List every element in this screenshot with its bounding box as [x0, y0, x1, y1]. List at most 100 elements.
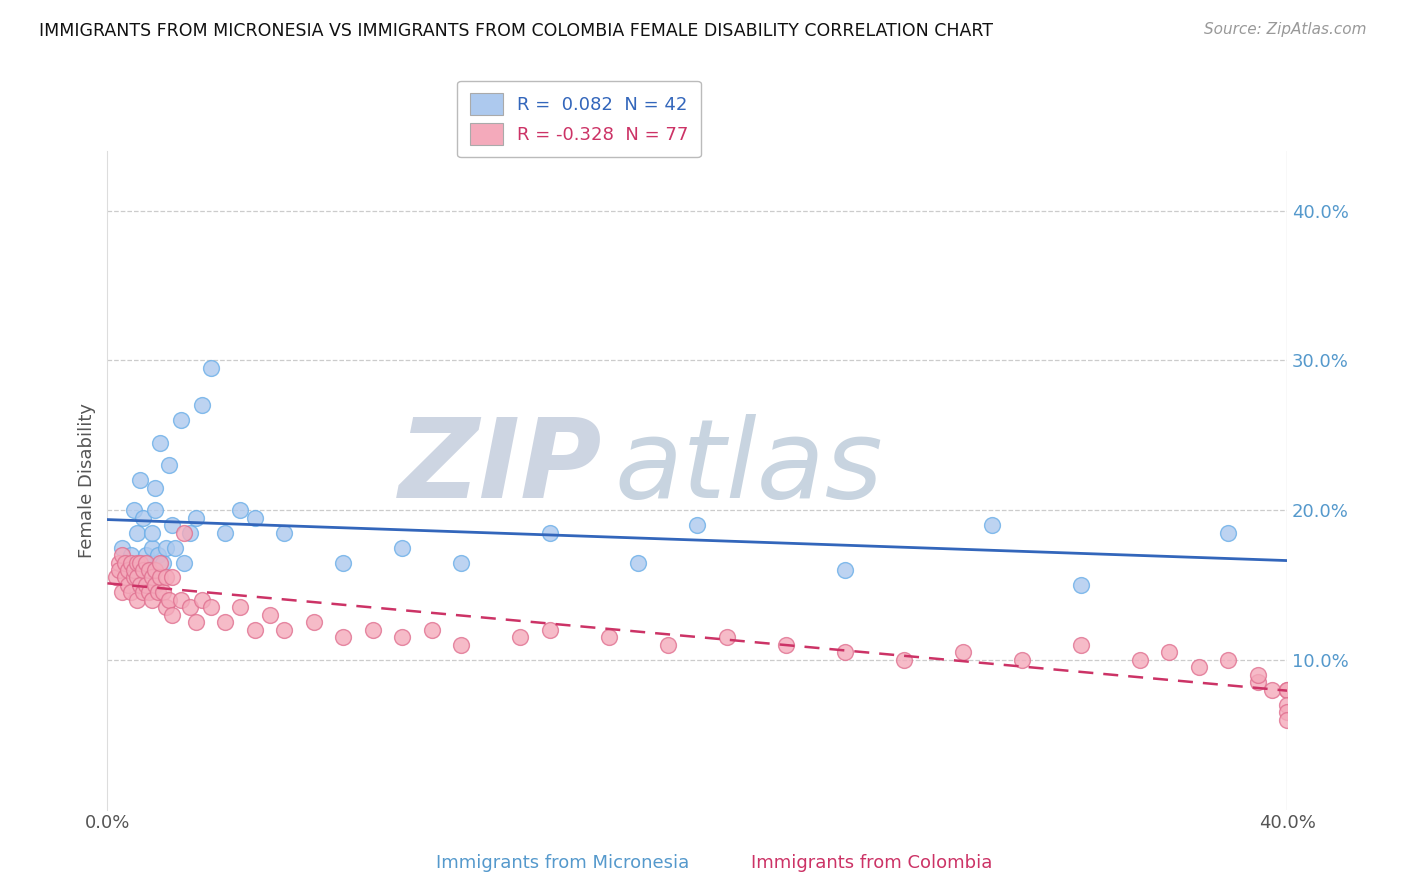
Point	[125, 570, 148, 584]
Point	[146, 548, 169, 562]
Text: Immigrants from Colombia: Immigrants from Colombia	[751, 855, 993, 872]
Point	[132, 585, 155, 599]
Point	[598, 631, 620, 645]
Point	[117, 578, 139, 592]
Point	[141, 570, 163, 584]
Point	[120, 556, 142, 570]
Point	[538, 623, 561, 637]
Point	[141, 541, 163, 555]
Point	[125, 556, 148, 570]
Point	[162, 607, 184, 622]
Point	[128, 556, 150, 570]
Point	[170, 413, 193, 427]
Point	[1275, 713, 1298, 727]
Text: atlas: atlas	[614, 414, 883, 521]
Point	[190, 398, 212, 412]
Point	[361, 623, 384, 637]
Point	[1246, 668, 1268, 682]
Point	[259, 607, 281, 622]
Point	[135, 578, 157, 592]
Point	[391, 541, 413, 555]
Point	[165, 541, 187, 555]
Point	[125, 525, 148, 540]
Point	[1070, 578, 1092, 592]
Point	[128, 473, 150, 487]
Point	[149, 435, 172, 450]
Point	[686, 518, 709, 533]
Y-axis label: Female Disability: Female Disability	[79, 402, 96, 558]
Point	[1129, 653, 1152, 667]
Point	[627, 556, 650, 570]
Point	[138, 563, 160, 577]
Point	[229, 503, 252, 517]
Point	[111, 548, 134, 562]
Point	[332, 556, 354, 570]
Point	[114, 556, 136, 570]
Point	[155, 570, 177, 584]
Point	[141, 593, 163, 607]
Point	[152, 585, 174, 599]
Point	[120, 585, 142, 599]
Point	[1275, 705, 1298, 719]
Point	[173, 556, 195, 570]
Point	[1216, 653, 1239, 667]
Point	[138, 585, 160, 599]
Point	[538, 525, 561, 540]
Point	[1275, 682, 1298, 697]
Point	[149, 570, 172, 584]
Point	[273, 623, 295, 637]
Point	[143, 578, 166, 592]
Point	[152, 556, 174, 570]
Point	[1011, 653, 1033, 667]
Point	[125, 570, 148, 584]
Point	[141, 525, 163, 540]
Point	[108, 556, 131, 570]
Point	[143, 563, 166, 577]
Point	[128, 578, 150, 592]
Text: IMMIGRANTS FROM MICRONESIA VS IMMIGRANTS FROM COLOMBIA FEMALE DISABILITY CORRELA: IMMIGRANTS FROM MICRONESIA VS IMMIGRANTS…	[39, 22, 994, 40]
Point	[132, 556, 155, 570]
Point	[132, 563, 155, 577]
Point	[149, 556, 172, 570]
Point	[302, 615, 325, 630]
Point	[1187, 660, 1209, 674]
Point	[179, 525, 201, 540]
Point	[775, 638, 797, 652]
Point	[122, 503, 145, 517]
Point	[135, 548, 157, 562]
Point	[184, 615, 207, 630]
Point	[120, 548, 142, 562]
Point	[229, 600, 252, 615]
Point	[834, 563, 856, 577]
Point	[1275, 698, 1298, 712]
Point	[657, 638, 679, 652]
Point	[105, 570, 128, 584]
Point	[332, 631, 354, 645]
Point	[162, 518, 184, 533]
Point	[132, 510, 155, 524]
Point	[893, 653, 915, 667]
Point	[125, 593, 148, 607]
Legend: R =  0.082  N = 42, R = -0.328  N = 77: R = 0.082 N = 42, R = -0.328 N = 77	[457, 81, 702, 157]
Text: Immigrants from Micronesia: Immigrants from Micronesia	[436, 855, 689, 872]
Point	[117, 563, 139, 577]
Point	[173, 525, 195, 540]
Point	[1070, 638, 1092, 652]
Point	[146, 585, 169, 599]
Point	[450, 556, 472, 570]
Point	[122, 570, 145, 584]
Point	[1275, 682, 1298, 697]
Point	[200, 600, 222, 615]
Point	[108, 563, 131, 577]
Point	[834, 645, 856, 659]
Point	[420, 623, 443, 637]
Point	[952, 645, 974, 659]
Point	[981, 518, 1004, 533]
Point	[716, 631, 738, 645]
Point	[214, 525, 236, 540]
Point	[243, 510, 266, 524]
Point	[184, 510, 207, 524]
Text: ZIP: ZIP	[399, 414, 603, 521]
Text: Source: ZipAtlas.com: Source: ZipAtlas.com	[1204, 22, 1367, 37]
Point	[200, 360, 222, 375]
